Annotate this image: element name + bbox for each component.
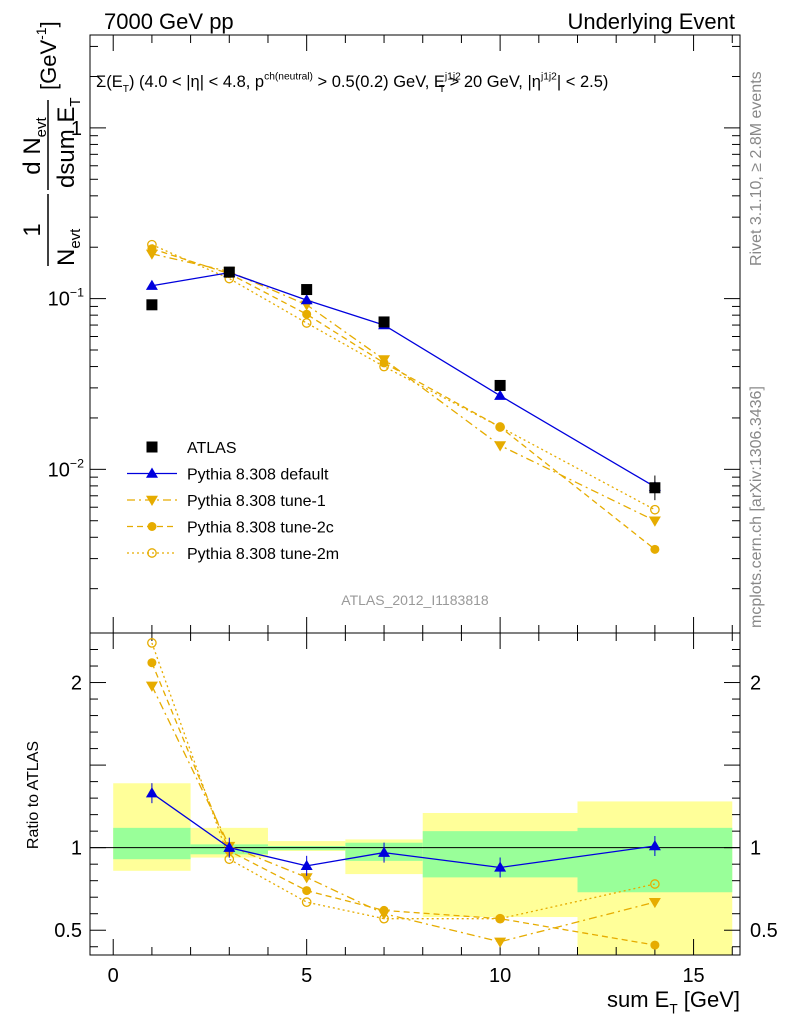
legend-label: Pythia 8.308 tune-2m xyxy=(187,546,339,563)
y-tick-label-ratio: 0.5 xyxy=(54,920,82,942)
data-point xyxy=(145,279,158,290)
ratio-point xyxy=(648,897,661,909)
rivet-version-text: Rivet 3.1.10, ≥ 2.8M events xyxy=(748,71,765,266)
legend-entry xyxy=(127,495,177,506)
series-atlas xyxy=(146,266,661,494)
y-tick-label-ratio: 1 xyxy=(71,838,82,860)
x-tick-label: 5 xyxy=(301,965,312,987)
ratio-point xyxy=(302,886,312,896)
x-axis-label: sum ET [GeV] xyxy=(607,987,740,1017)
legend-entry xyxy=(146,441,158,453)
y-tick-label-main: 10−1 xyxy=(48,286,84,311)
data-point xyxy=(650,544,660,554)
legend-entry xyxy=(127,467,177,478)
y-tick-label-ratio-right: 2 xyxy=(750,673,761,695)
data-point xyxy=(301,284,313,296)
legend-marker xyxy=(146,441,158,453)
series-line xyxy=(151,248,656,550)
ratio-plot-frame xyxy=(89,632,741,956)
data-point xyxy=(495,422,505,432)
analysis-watermark: ATLAS_2012_I1183818 xyxy=(341,592,489,608)
ratio-point xyxy=(147,638,157,648)
series-line xyxy=(151,244,656,511)
series-pythia-8-308-default xyxy=(145,266,661,492)
ratio-point xyxy=(650,940,660,950)
legend-label: Pythia 8.308 default xyxy=(187,467,329,484)
y-label-nevt: Nevt xyxy=(53,228,84,266)
data-point xyxy=(302,309,312,319)
header-left: 7000 GeV pp xyxy=(104,9,234,34)
y-tick-label-ratio-right: 1 xyxy=(750,838,761,860)
mcplots-credit-text: mcplots.cern.ch [arXiv:1306.3436] xyxy=(748,386,765,628)
legend-label: Pythia 8.308 tune-1 xyxy=(187,493,326,510)
ratio-point xyxy=(495,914,505,924)
data-point xyxy=(223,266,235,278)
legend-label: Pythia 8.308 tune-2c xyxy=(187,520,334,537)
legend-entry xyxy=(127,522,177,531)
y-tick-label-main: 10−2 xyxy=(48,456,84,481)
series-line xyxy=(151,253,656,522)
ratio-series-pythia-8-308-tune-1 xyxy=(145,681,661,948)
ratio-series-pythia-8-308-default xyxy=(145,783,661,878)
x-tick-label: 15 xyxy=(682,965,704,987)
ratio-series-line xyxy=(151,662,655,946)
ratio-point xyxy=(300,873,313,884)
data-point xyxy=(494,389,507,400)
data-point xyxy=(145,249,158,260)
y-label-one: 1 xyxy=(19,223,46,236)
legend-marker xyxy=(147,522,157,531)
y-tick-label-main: 1 xyxy=(71,118,82,140)
ratio-series-pythia-8-308-tune-2c xyxy=(147,658,660,950)
ratio-point xyxy=(650,879,660,889)
series-pythia-8-308-tune-2c xyxy=(147,244,660,554)
ratio-inner-band xyxy=(113,827,191,860)
ratio-point xyxy=(494,937,507,948)
ratio-point xyxy=(378,909,391,920)
data-point xyxy=(494,379,506,391)
chart-title: Σ(ET) (4.0 < |η| < 4.8, pch(neutral) > 0… xyxy=(96,72,608,95)
series-pythia-8-308-tune-1 xyxy=(145,249,661,527)
data-point xyxy=(301,318,312,328)
legend-entry xyxy=(127,548,177,558)
main-plot-frame xyxy=(89,34,741,634)
y-label-dn: d Nevt xyxy=(19,116,50,174)
data-point xyxy=(494,441,507,452)
y-label-unit: [GeV-1] xyxy=(33,21,61,90)
data-point xyxy=(300,294,313,305)
x-tick-label: 0 xyxy=(108,965,119,987)
data-point xyxy=(648,516,661,527)
y-label-dsum: dsum ET xyxy=(53,97,84,188)
data-point xyxy=(650,504,660,515)
y-axis-label-main: 1 Nevt d Nevt dsum ET [GeV-1] xyxy=(19,21,84,266)
data-point xyxy=(378,355,391,366)
header-right: Underlying Event xyxy=(567,9,735,34)
ratio-series-line xyxy=(151,685,656,943)
ratio-series-line xyxy=(151,792,655,869)
legend-label: ATLAS xyxy=(187,440,237,457)
data-point xyxy=(378,316,390,328)
ratio-point xyxy=(301,897,312,908)
ratio-series-line xyxy=(151,642,656,920)
ratio-point xyxy=(147,658,157,668)
ratio-point xyxy=(145,681,158,692)
y-axis-label-ratio: Ratio to ATLAS xyxy=(25,741,42,849)
y-tick-label-ratio-right: 0.5 xyxy=(750,920,778,942)
legend-marker xyxy=(146,467,158,478)
data-point xyxy=(146,299,158,311)
series-line xyxy=(151,271,656,488)
legend-marker xyxy=(146,495,158,506)
legend-marker xyxy=(147,548,157,558)
y-tick-label-ratio: 2 xyxy=(71,673,82,695)
x-tick-label: 10 xyxy=(489,965,511,987)
